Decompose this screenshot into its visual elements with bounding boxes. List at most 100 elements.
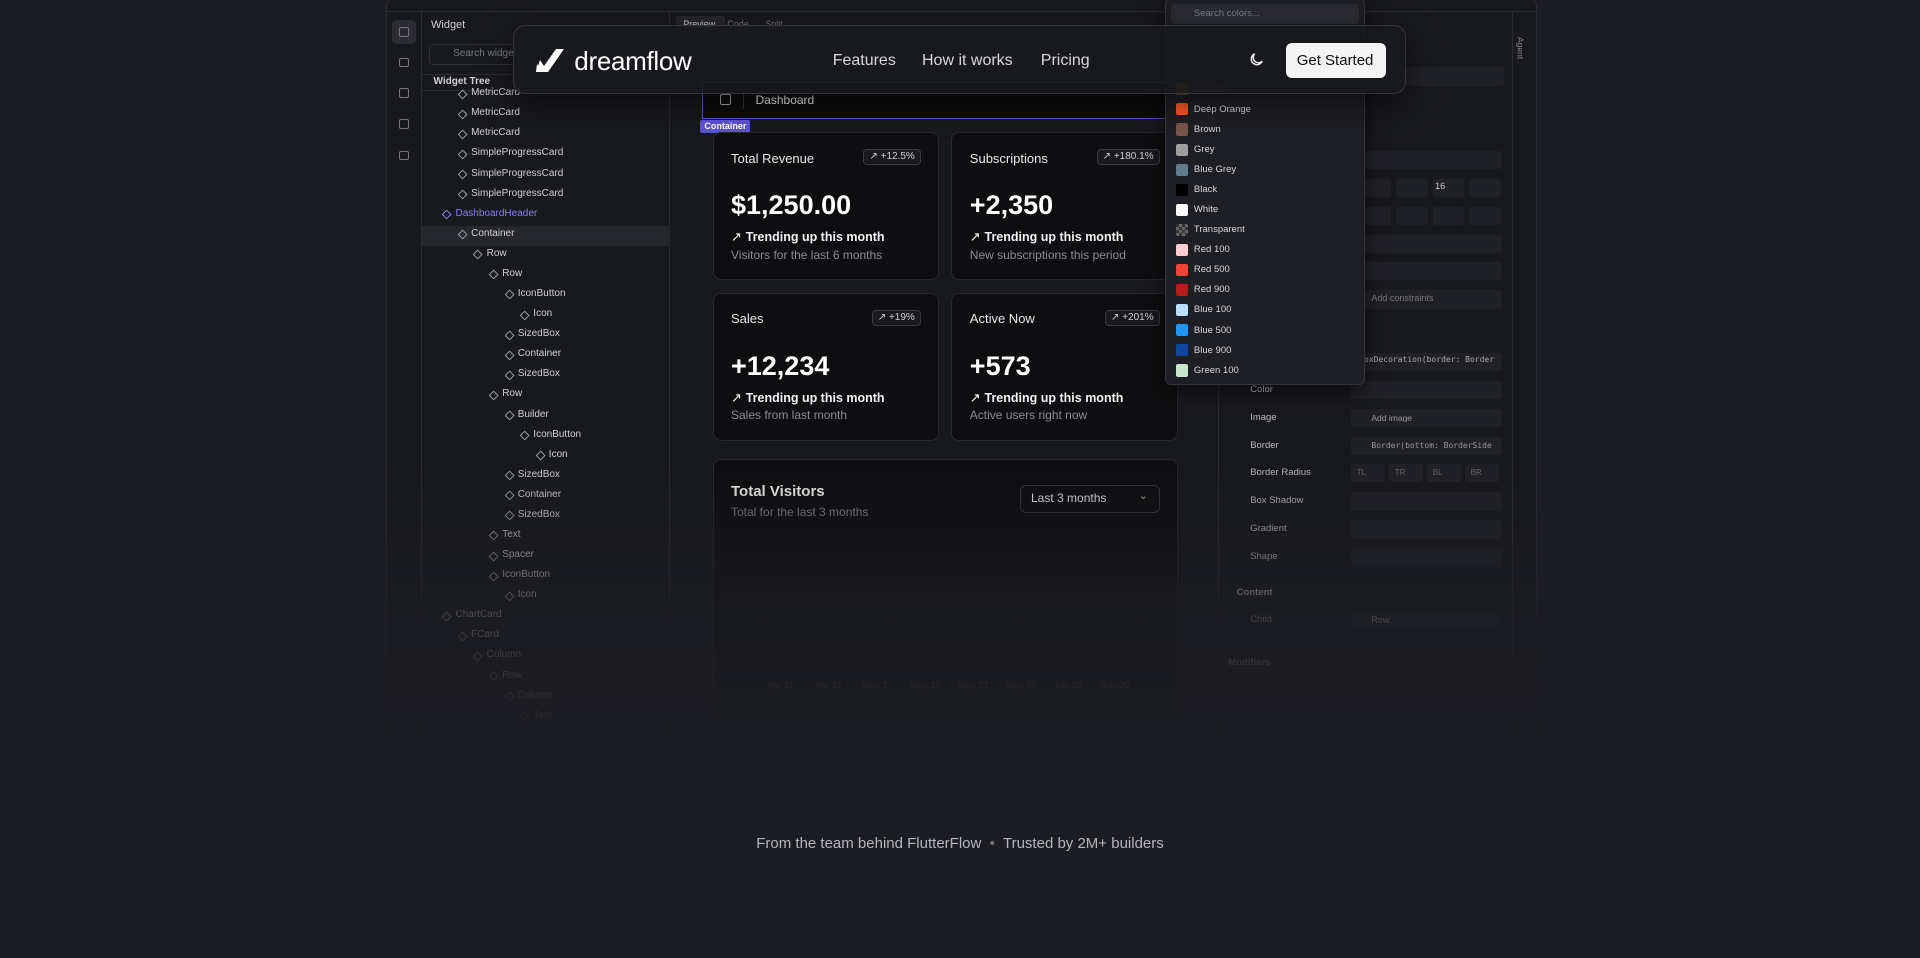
rail-icon bbox=[399, 26, 409, 37]
color-name[interactable]: Black bbox=[1193, 183, 1218, 195]
card-trend: Trending up this month bbox=[984, 390, 1124, 405]
trend-arrow: ↗ bbox=[969, 389, 981, 405]
constraints: Add constraints bbox=[1371, 292, 1434, 303]
input bbox=[1350, 409, 1503, 428]
cta-text[interactable]: Get Started bbox=[1296, 51, 1374, 69]
swatch bbox=[1175, 324, 1188, 337]
card-title: Active Now bbox=[969, 311, 1035, 327]
card-title: Subscriptions bbox=[969, 150, 1048, 166]
swatch bbox=[1175, 344, 1188, 357]
panel-title: Widget bbox=[431, 18, 466, 31]
input bbox=[1395, 206, 1428, 226]
logo-icon bbox=[535, 48, 564, 72]
field-value: Border(bottom: BorderSide bbox=[1371, 442, 1492, 450]
color-name[interactable]: Red 100 bbox=[1193, 244, 1230, 256]
color-name[interactable]: Transparent bbox=[1193, 224, 1245, 236]
card-value: +573 bbox=[969, 350, 1031, 381]
tab[interactable]: Preview bbox=[683, 18, 716, 29]
tree-item: Container bbox=[471, 227, 515, 239]
widget-search-text: Search widget bbox=[453, 48, 517, 59]
card-badge: ↗ +12.5% bbox=[863, 149, 921, 166]
input bbox=[1350, 352, 1503, 372]
input bbox=[1350, 380, 1503, 400]
card-badge: ↗ +180.1% bbox=[1096, 149, 1160, 166]
color-name[interactable]: Grey bbox=[1193, 143, 1215, 155]
trend-arrow: ↗ bbox=[969, 229, 981, 245]
tree-item: Row bbox=[502, 388, 523, 400]
color-name[interactable]: Deep Orange bbox=[1193, 103, 1251, 115]
tree-item: Icon bbox=[548, 448, 568, 460]
padding-value: 16 bbox=[1435, 181, 1446, 192]
color-name[interactable]: Blue 900 bbox=[1193, 344, 1232, 356]
rail-active bbox=[391, 19, 417, 45]
tree-item: Row bbox=[486, 247, 507, 259]
trend-icon: ↗ bbox=[1102, 151, 1114, 163]
tab[interactable]: Code bbox=[727, 18, 749, 29]
color-name[interactable]: Blue Grey bbox=[1193, 163, 1237, 175]
tree-item: MetricCard bbox=[471, 87, 520, 99]
swatch bbox=[1175, 183, 1188, 196]
moon-icon[interactable] bbox=[1248, 51, 1265, 68]
color-search-text: Search colors... bbox=[1193, 7, 1260, 19]
preview-title: Dashboard bbox=[755, 93, 815, 108]
color-name[interactable]: Blue 100 bbox=[1193, 304, 1232, 316]
color-name[interactable]: Brown bbox=[1193, 123, 1221, 135]
input bbox=[1432, 206, 1465, 226]
agent-label: Agent bbox=[1515, 36, 1526, 59]
swatch bbox=[1175, 284, 1188, 297]
color-name[interactable]: Red 500 bbox=[1193, 264, 1230, 276]
tree-title: Widget Tree bbox=[433, 76, 491, 88]
decoration: BoxDecoration(border: Border bbox=[1359, 356, 1495, 365]
theme-toggle[interactable] bbox=[1248, 51, 1265, 68]
input bbox=[1359, 206, 1391, 226]
logo-text: dreamflow bbox=[574, 45, 692, 76]
tree-item: SizedBox bbox=[517, 368, 560, 380]
input bbox=[1469, 178, 1502, 198]
footer-text: Trusted by 2M+ builders bbox=[1002, 835, 1164, 853]
swatch bbox=[1175, 143, 1188, 156]
card-trend: Trending up this month bbox=[745, 390, 885, 405]
swatch bbox=[1175, 243, 1188, 257]
trend-icon: ↗ bbox=[869, 151, 881, 163]
card-note: Active users right now bbox=[969, 408, 1088, 422]
selection-badge: Container bbox=[700, 120, 751, 133]
swatch bbox=[1175, 223, 1188, 236]
footer: From the team behind FlutterFlow • Trust… bbox=[0, 835, 1920, 852]
sidebar-icon bbox=[720, 94, 731, 106]
properties-panel bbox=[1218, 12, 1512, 772]
card-badge: ↗ +19% bbox=[871, 309, 921, 326]
tree-selected bbox=[422, 226, 670, 246]
logo-mark bbox=[534, 47, 566, 74]
nav-link[interactable]: How it works bbox=[922, 51, 1013, 69]
rail-icon bbox=[399, 57, 409, 68]
field-value: Add image bbox=[1371, 413, 1413, 423]
input bbox=[1432, 178, 1465, 198]
cta-button[interactable] bbox=[1285, 42, 1387, 79]
input bbox=[1350, 290, 1503, 309]
card-note: Visitors for the last 6 months bbox=[731, 247, 883, 262]
tab[interactable]: Split bbox=[765, 18, 783, 29]
fade bbox=[367, 465, 1556, 796]
input bbox=[1395, 178, 1428, 198]
color-name[interactable]: White bbox=[1193, 204, 1219, 215]
swatch bbox=[1175, 264, 1188, 277]
nav-link[interactable]: Pricing bbox=[1040, 51, 1090, 69]
tree-item: IconButton bbox=[533, 428, 582, 440]
tree-item: SizedBox bbox=[517, 328, 560, 340]
trend-icon: ↗ bbox=[877, 311, 889, 323]
trend-arrow: ↗ bbox=[731, 229, 742, 245]
color-name[interactable]: Red 900 bbox=[1193, 284, 1230, 296]
color-name[interactable]: Blue 500 bbox=[1193, 324, 1232, 336]
color-name[interactable]: Green 100 bbox=[1193, 364, 1239, 376]
trend-icon: ↗ bbox=[1111, 311, 1123, 323]
tree-item: Row bbox=[502, 267, 523, 279]
tree-item: DashboardHeader bbox=[455, 207, 538, 219]
nav-pill bbox=[513, 24, 1406, 95]
tree-item: Builder bbox=[517, 408, 549, 420]
nav-link[interactable]: Features bbox=[832, 51, 896, 69]
tree-item: IconButton bbox=[517, 288, 566, 299]
color-search bbox=[1170, 3, 1360, 25]
tree-item: MetricCard bbox=[471, 107, 520, 119]
rail-icon bbox=[399, 150, 409, 161]
